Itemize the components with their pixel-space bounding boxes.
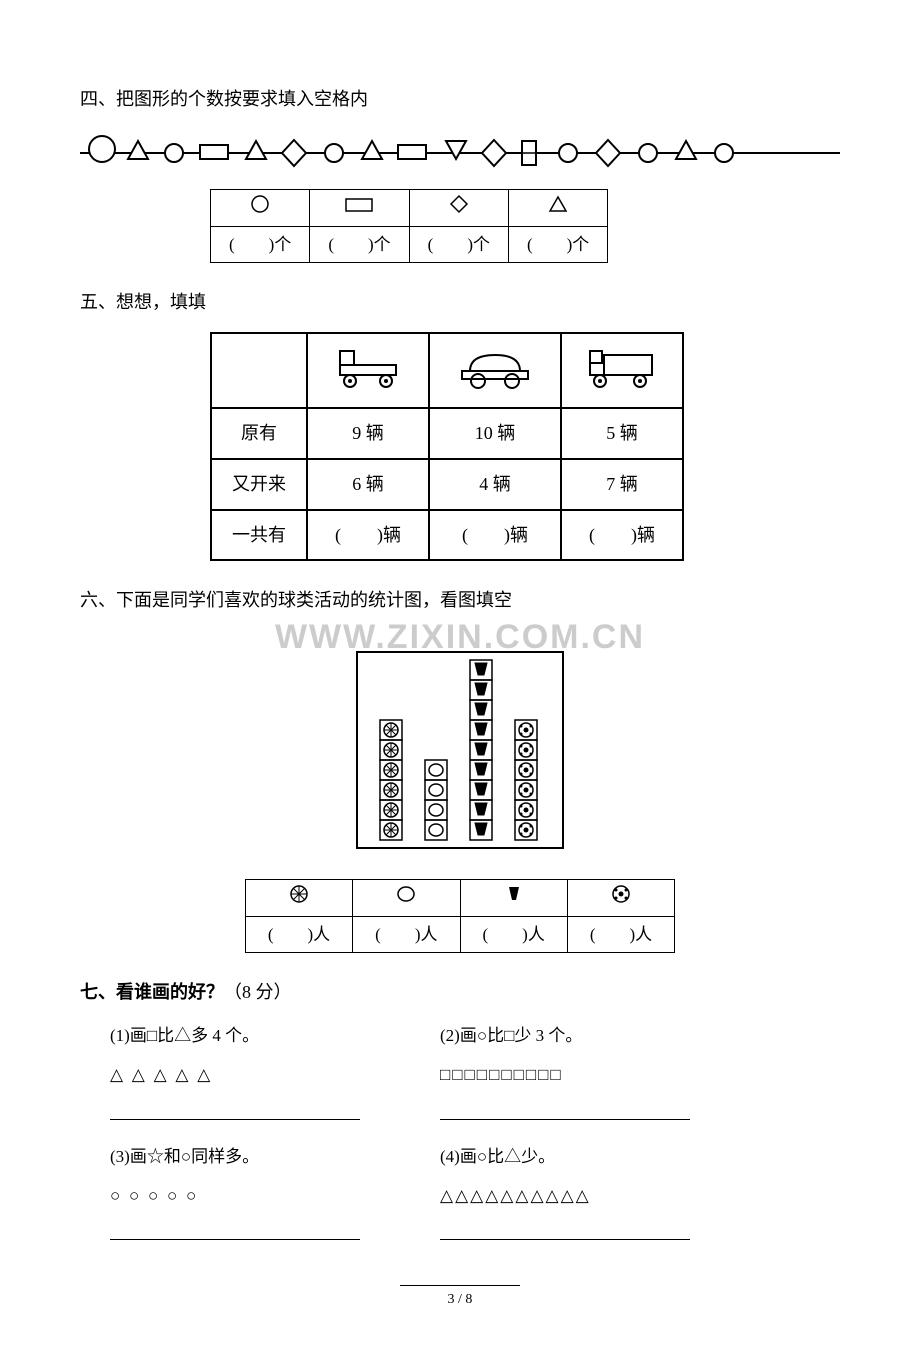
- pickup-icon-cell: [307, 333, 429, 408]
- badminton-column: [470, 660, 492, 840]
- section4-heading: 四、把图形的个数按要求填入空格内: [80, 85, 840, 114]
- car-icon-cell: [429, 333, 561, 408]
- q7-1-line: [110, 1119, 360, 1120]
- q7-2-line: [440, 1119, 690, 1120]
- pickup-icon: [328, 341, 408, 391]
- q7-container: (1)画□比△多 4 个。 △ △ △ △ △ (2)画○比□少 3 个。 □□…: [110, 1022, 840, 1255]
- diamond-header-cell: [409, 189, 508, 226]
- circle-header-cell: [211, 189, 310, 226]
- row2-v3: 7 辆: [561, 459, 683, 510]
- row2-label: 又开来: [211, 459, 307, 510]
- q7-4-line: [440, 1239, 690, 1240]
- q7-4-shapes: △△△△△△△△△△: [440, 1182, 730, 1209]
- q7-4: (4)画○比△少。 △△△△△△△△△△: [440, 1143, 730, 1255]
- badminton-header: [460, 879, 567, 916]
- row2-v2: 4 辆: [429, 459, 561, 510]
- shape-sequence-svg: [80, 129, 840, 174]
- row2-v1: 6 辆: [307, 459, 429, 510]
- shape-count-table: ( )个 ( )个 ( )个 ( )个: [210, 189, 608, 263]
- stat-table: ( )人 ( )人 ( )人 ( )人: [245, 879, 675, 953]
- q7-2: (2)画○比□少 3 个。 □□□□□□□□□□: [440, 1022, 730, 1134]
- q7-4-prompt: (4)画○比△少。: [440, 1143, 730, 1170]
- row3-v1: ( )辆: [307, 510, 429, 561]
- section6-heading: 六、下面是同学们喜欢的球类活动的统计图，看图填空: [80, 586, 840, 615]
- tennis-column: [425, 760, 447, 840]
- triangle-count-blank: ( )个: [508, 226, 607, 262]
- rect-count-blank: ( )个: [310, 226, 409, 262]
- diamond-count-blank: ( )个: [409, 226, 508, 262]
- q7-1-shapes: △ △ △ △ △: [110, 1061, 400, 1088]
- circle-count-blank: ( )个: [211, 226, 310, 262]
- section7-points: （8 分）: [224, 982, 292, 1002]
- soccer-column: [515, 720, 537, 840]
- row1-v1: 9 辆: [307, 408, 429, 459]
- truck-icon: [582, 341, 662, 391]
- q7-2-prompt: (2)画○比□少 3 个。: [440, 1022, 730, 1049]
- stat-chart: [355, 650, 565, 859]
- row1-v2: 10 辆: [429, 408, 561, 459]
- truck-icon-cell: [561, 333, 683, 408]
- q7-1: (1)画□比△多 4 个。 △ △ △ △ △: [110, 1022, 400, 1134]
- q7-2-shapes: □□□□□□□□□□: [440, 1061, 730, 1088]
- q7-3-shapes: ○ ○ ○ ○ ○: [110, 1182, 400, 1209]
- car-icon: [450, 341, 540, 391]
- basketball-blank: ( )人: [245, 917, 352, 953]
- section5-heading: 五、想想，填填: [80, 288, 840, 317]
- section7-title: 七、看谁画的好？: [80, 982, 224, 1002]
- page-number: 3 / 8: [400, 1285, 520, 1311]
- row3-v3: ( )辆: [561, 510, 683, 561]
- badminton-blank: ( )人: [460, 917, 567, 953]
- triangle-header-cell: [508, 189, 607, 226]
- shapes-strip: [80, 129, 840, 174]
- q7-3-line: [110, 1239, 360, 1240]
- q7-1-prompt: (1)画□比△多 4 个。: [110, 1022, 400, 1049]
- vehicle-table: 原有 9 辆 10 辆 5 辆 又开来 6 辆 4 辆 7 辆 一共有 ( )辆…: [210, 332, 684, 561]
- row3-label: 一共有: [211, 510, 307, 561]
- q7-3-prompt: (3)画☆和○同样多。: [110, 1143, 400, 1170]
- section7-heading: 七、看谁画的好？（8 分）: [80, 978, 840, 1007]
- tennis-header: [353, 879, 460, 916]
- soccer-header: [567, 879, 674, 916]
- basketball-header: [245, 879, 352, 916]
- rect-header-cell: [310, 189, 409, 226]
- row3-v2: ( )辆: [429, 510, 561, 561]
- row1-v3: 5 辆: [561, 408, 683, 459]
- basketball-column: [380, 720, 402, 840]
- row1-label: 原有: [211, 408, 307, 459]
- stat-chart-area: WWW.ZIXIN.COM.CN: [80, 630, 840, 859]
- q7-3: (3)画☆和○同样多。 ○ ○ ○ ○ ○: [110, 1143, 400, 1255]
- soccer-blank: ( )人: [567, 917, 674, 953]
- empty-header: [211, 333, 307, 408]
- tennis-blank: ( )人: [353, 917, 460, 953]
